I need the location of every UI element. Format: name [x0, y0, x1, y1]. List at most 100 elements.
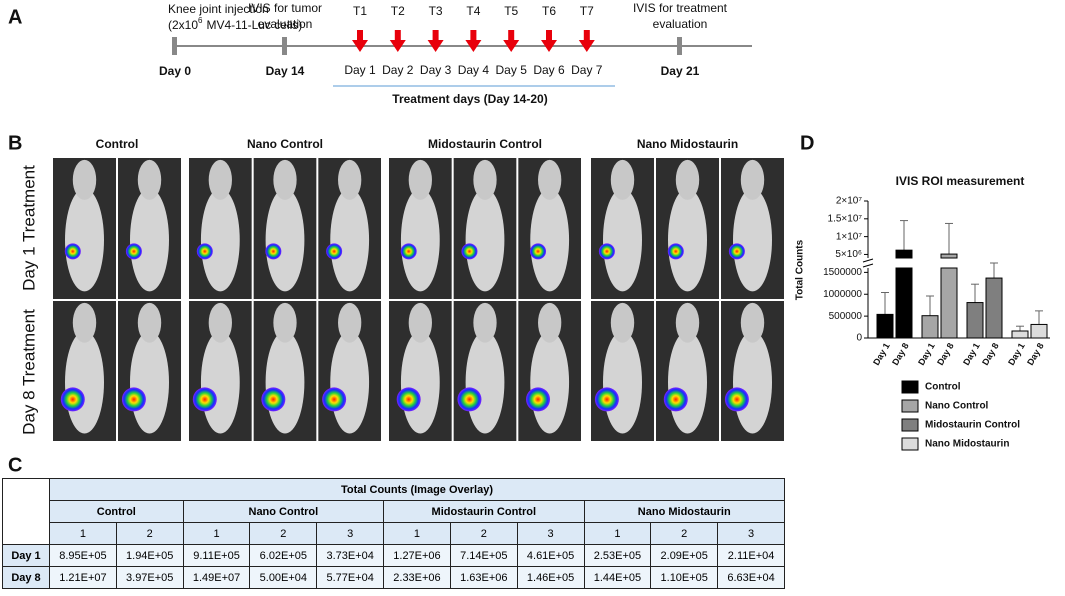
- row-label: Day 1: [2, 544, 50, 567]
- mouse-body: [265, 188, 305, 292]
- row-label: Day 8 Treatment: [19, 309, 38, 435]
- x-tick-label: Day 8: [935, 341, 956, 367]
- table-row: Day 1 8.95E+05 1.94E+05 9.11E+05 6.02E+05 3.7…: [2, 544, 785, 567]
- cell: 1.94E+05: [115, 544, 184, 567]
- mouse-body: [265, 331, 305, 434]
- bar: [921, 315, 939, 339]
- day-label: Day 0: [159, 64, 191, 78]
- cell: 1.10E+05: [650, 566, 719, 589]
- x-tick-label: Day 1: [916, 341, 937, 367]
- table-header: Total Counts (Image Overlay): [49, 478, 785, 501]
- cell: 5.00E+04: [249, 566, 318, 589]
- mouse-head: [273, 302, 297, 343]
- note: Knee joint injection: [168, 2, 269, 16]
- bar: [966, 302, 984, 339]
- col-header: 3: [516, 522, 585, 545]
- signal: [598, 243, 615, 260]
- signal: [530, 243, 547, 260]
- cell: 1.46E+05: [516, 566, 585, 589]
- mouse-head: [72, 159, 97, 200]
- panel-label: B: [8, 132, 22, 154]
- note: IVIS for treatment: [633, 1, 728, 15]
- span-label: Treatment days (Day 14-20): [392, 92, 547, 106]
- mouse-body: [668, 188, 707, 292]
- day-label: Day 21: [661, 64, 700, 78]
- t-label: T6: [542, 4, 556, 18]
- bar: [876, 313, 894, 339]
- counts-table: Total Counts (Image Overlay) Control Nano…: [2, 478, 785, 589]
- signal: [192, 387, 217, 412]
- cell: 4.61E+05: [516, 544, 585, 567]
- signal: [265, 243, 282, 260]
- mouse-head: [408, 159, 432, 200]
- mouse-body: [65, 188, 104, 292]
- mouse-body: [130, 188, 169, 292]
- col-header: 1: [49, 522, 117, 545]
- cell: 5.77E+04: [316, 566, 385, 589]
- cell: 1.63E+06: [449, 566, 518, 589]
- x-tick-label: Day 1: [871, 341, 892, 367]
- table-row: Day 8 1.21E+07 3.97E+05 1.49E+07 5.00E+04 5.7…: [2, 566, 785, 589]
- legend-label: Control: [925, 382, 961, 393]
- bar: [1030, 323, 1048, 339]
- cell: 7.14E+05: [449, 544, 518, 567]
- col-header: 3: [717, 522, 785, 545]
- bar: [895, 249, 913, 259]
- day-label: Day 6: [533, 63, 565, 77]
- group-label: Midostaurin Control: [428, 137, 542, 151]
- cell: 1.44E+05: [583, 566, 652, 589]
- chart-title: IVIS ROI measurement: [896, 174, 1025, 188]
- x-tick-label: Day 8: [980, 341, 1001, 367]
- x-tick-label: Day 1: [1006, 341, 1027, 367]
- arrow: [541, 30, 557, 52]
- x-tick-label: Day 1: [961, 341, 982, 367]
- note: (2x106 MV4-11-Luc cells): [168, 16, 302, 32]
- x-tick-label: Day 8: [1025, 341, 1046, 367]
- y-tick-label: 1.5×10⁷: [828, 213, 863, 224]
- cell: 1.49E+07: [182, 566, 251, 589]
- day-label: Day 5: [496, 63, 528, 77]
- mouse-body: [200, 188, 240, 292]
- note: evaluation: [653, 17, 708, 31]
- mouse-head: [72, 302, 97, 343]
- cell: 1.21E+07: [49, 566, 117, 589]
- t-label: T2: [391, 4, 405, 18]
- signal: [667, 243, 684, 260]
- group-header: Control: [49, 500, 184, 523]
- col-header: 1: [182, 522, 251, 545]
- signal: [121, 387, 146, 412]
- milestone: [282, 37, 287, 55]
- milestone: [677, 37, 682, 55]
- day-label: Day 3: [420, 63, 452, 77]
- mouse-head: [675, 302, 700, 343]
- mouse-body: [668, 331, 707, 434]
- corner: [2, 478, 50, 545]
- y-axis-label: Total Counts: [795, 239, 806, 300]
- legend-label: Midostaurin Control: [925, 420, 1020, 431]
- col-header: 2: [115, 522, 184, 545]
- signal: [663, 387, 688, 412]
- legend-swatch: [901, 399, 919, 413]
- mouse-body: [465, 188, 505, 292]
- arrow: [503, 30, 520, 52]
- y-tick-label: 1×10⁷: [836, 231, 863, 242]
- mouse-body: [603, 331, 642, 434]
- signal: [728, 243, 745, 260]
- y-tick-label: 1000000: [823, 289, 862, 300]
- t-label: T3: [429, 4, 443, 18]
- group-header: Midostaurin Control: [383, 500, 585, 523]
- cell: 1.27E+06: [383, 544, 451, 567]
- mouse-body: [130, 331, 169, 434]
- mouse-head: [208, 159, 232, 200]
- legend-label: Nano Midostaurin: [925, 439, 1009, 450]
- mouse-head: [338, 302, 362, 343]
- bar: [895, 267, 913, 339]
- cell: 8.95E+05: [49, 544, 117, 567]
- mouse-head: [473, 159, 497, 200]
- mouse-body: [530, 331, 570, 434]
- signal: [396, 387, 421, 412]
- day-label: Day 14: [266, 64, 305, 78]
- y-tick-label: 500000: [829, 311, 863, 322]
- mouse-body: [330, 331, 370, 434]
- mouse-head: [538, 159, 562, 200]
